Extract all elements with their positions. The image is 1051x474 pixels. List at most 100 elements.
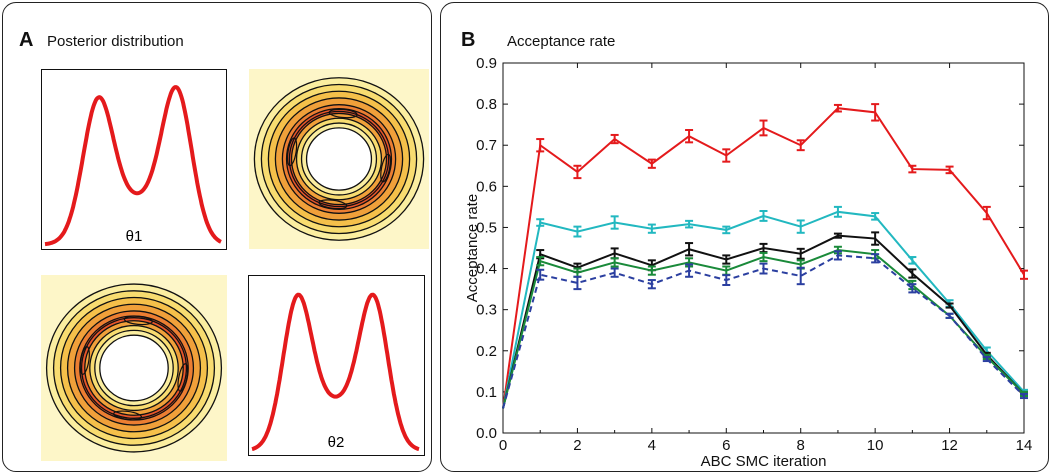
contour-line — [80, 317, 188, 419]
y-tick-label: 0.5 — [476, 219, 497, 236]
contour-peak-line — [328, 108, 358, 119]
y-axis-label: Acceptance rate — [464, 194, 481, 302]
panel-a-letter: A — [19, 29, 34, 51]
error-bar-green — [647, 265, 656, 276]
contour-line — [290, 112, 388, 206]
contour-peak-line — [380, 153, 391, 183]
contour-line — [52, 290, 216, 446]
contour-line — [295, 117, 383, 201]
contour-line — [94, 329, 174, 407]
contour-line — [285, 107, 393, 211]
error-bar-red — [536, 138, 545, 153]
panel-a-title: Posterior distribution — [47, 33, 184, 50]
error-bar-blue_dashed — [871, 253, 880, 264]
error-bar-blue_dashed — [945, 312, 954, 319]
error-bar-red — [908, 164, 917, 174]
theta2-axis-label: θ2 — [328, 434, 345, 451]
error-bar-cyan — [610, 215, 619, 230]
error-bar-red — [1020, 269, 1028, 280]
error-bar-red — [722, 148, 731, 163]
contour-line — [84, 320, 184, 416]
x-tick-label: 10 — [867, 437, 884, 454]
contour-band-inner — [99, 335, 169, 401]
error-bar-blue_dashed — [610, 267, 619, 278]
error-bar-red — [647, 158, 656, 169]
error-bar-red — [945, 165, 954, 175]
contour-peak-line — [177, 363, 189, 392]
theta1-density-curve — [44, 85, 222, 247]
contour-line — [59, 296, 209, 440]
error-bar-blue_dashed — [982, 355, 991, 363]
error-bar-cyan — [833, 205, 842, 218]
contour-band-inner — [306, 127, 372, 191]
error-bar-green — [610, 257, 619, 268]
contour-line — [253, 77, 425, 241]
error-bar-green — [536, 256, 545, 267]
error-bar-red — [833, 103, 842, 113]
acceptance-rate-chart: 0.0 0.1 0.2 0.3 0.4 0.5 0.6 0.7 0.8 0.9 0 2 4 6 8 10 12 1… — [464, 55, 1033, 469]
x-tick-label: 14 — [1016, 437, 1033, 454]
error-bar-blue_dashed — [1020, 392, 1028, 400]
panel-b-title: Acceptance rate — [507, 33, 616, 50]
x-tick-label: 4 — [648, 437, 656, 454]
error-bar-black — [871, 231, 880, 246]
contour-line — [274, 97, 404, 221]
error-bar-green — [759, 251, 768, 263]
error-bar-cyan — [536, 218, 545, 227]
contour-peak-line — [286, 137, 298, 167]
y-tick-label: 0.0 — [476, 425, 497, 442]
theta2-marginal-plot: θ2 — [248, 275, 425, 456]
contour-line — [288, 110, 390, 208]
error-bar-red — [759, 119, 768, 137]
error-bar-blue_dashed — [796, 266, 805, 286]
error-bar-black — [685, 242, 694, 257]
error-bar-red — [610, 133, 619, 145]
contour-peak-line — [318, 199, 348, 210]
y-tick-label: 0.7 — [476, 137, 497, 154]
error-bar-black — [796, 247, 805, 260]
joint-contour-plot-bottom — [41, 275, 227, 461]
error-bar-blue_dashed — [759, 262, 768, 275]
error-bar-black — [908, 268, 917, 279]
panel-b-letter: B — [461, 29, 476, 51]
contour-line — [281, 104, 397, 214]
contour-peak-line — [113, 410, 143, 421]
contour-line — [305, 127, 373, 191]
error-bar-blue_dashed — [573, 275, 582, 291]
y-tick-label: 0.3 — [476, 302, 497, 319]
error-bar-blue_dashed — [685, 263, 694, 278]
error-bar-red — [573, 164, 582, 180]
y-tick-label: 0.2 — [476, 343, 497, 360]
error-bar-blue_dashed — [722, 274, 731, 286]
error-bar-blue_dashed — [647, 279, 656, 290]
error-bar-blue_dashed — [833, 250, 842, 261]
error-bar-cyan — [722, 225, 731, 235]
contour-line — [45, 283, 223, 453]
theta1-plot-frame — [41, 69, 227, 250]
error-bar-cyan — [573, 225, 582, 238]
contour-line — [89, 324, 179, 412]
error-bar-black — [945, 302, 954, 309]
contour-line — [66, 303, 202, 433]
theta2-density-curve — [251, 292, 420, 452]
error-bar-cyan — [796, 219, 805, 234]
contour-peak-line — [123, 315, 153, 326]
error-bar-red — [796, 139, 805, 152]
error-bar-cyan — [647, 223, 656, 234]
error-bar-blue_dashed — [908, 283, 917, 294]
x-axis-label: ABC SMC iteration — [701, 453, 827, 469]
error-bar-red — [982, 205, 991, 221]
y-tick-label: 0.8 — [476, 96, 497, 113]
x-tick-label: 12 — [941, 437, 958, 454]
contour-line — [300, 122, 378, 196]
joint-contour-plot-top — [249, 69, 429, 249]
theta1-marginal-plot: θ1 — [41, 69, 227, 250]
error-bar-cyan — [871, 212, 880, 221]
panel-b: B Acceptance rate 0.0 0.1 0.2 0.3 0.4 0.5 0.6 0… — [440, 2, 1049, 472]
error-bar-red — [685, 129, 694, 144]
error-bar-cyan — [908, 256, 917, 265]
theta2-plot-frame — [248, 275, 425, 456]
y-tick-label: 0.9 — [476, 55, 497, 72]
y-tick-label: 0.6 — [476, 178, 497, 195]
y-tick-label: 0.1 — [476, 384, 497, 401]
